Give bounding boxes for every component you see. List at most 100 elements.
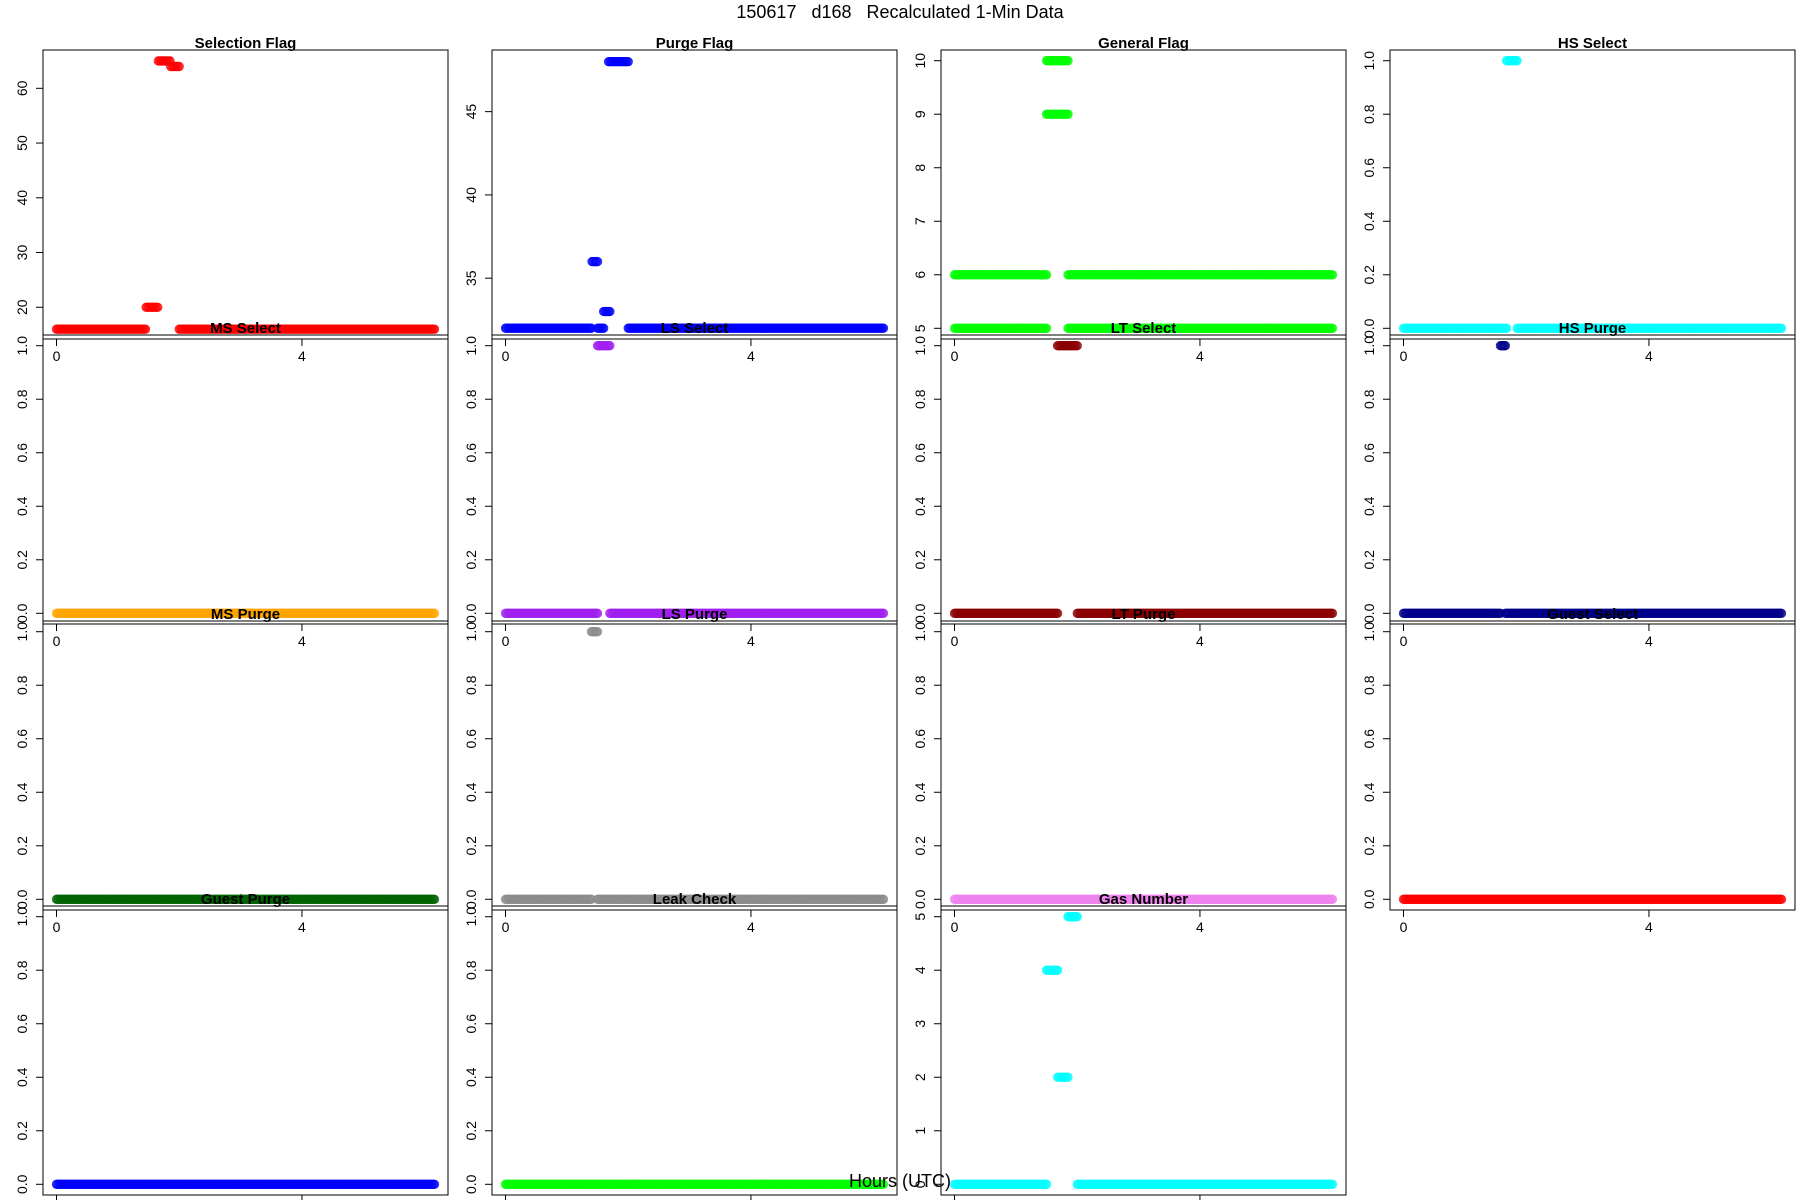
y-tick-label: 40 xyxy=(463,187,479,203)
x-tick-label: 4 xyxy=(1645,633,1653,649)
y-tick-label: 1.0 xyxy=(912,336,928,356)
panel-title: LS Purge xyxy=(662,606,728,623)
data-point xyxy=(1776,323,1787,333)
x-tick-label: 0 xyxy=(951,919,959,935)
y-tick-label: 0.0 xyxy=(463,889,479,909)
x-tick-label: 0 xyxy=(1400,348,1408,364)
data-point xyxy=(878,894,889,904)
data-point xyxy=(1500,341,1511,351)
plot-frame xyxy=(491,49,898,340)
y-tick-label: 0.4 xyxy=(912,496,928,516)
y-tick-label: 9 xyxy=(912,110,928,118)
panel-title: General Flag xyxy=(1098,35,1189,52)
data-points xyxy=(1398,56,1787,333)
x-tick-label: 0 xyxy=(502,633,510,649)
y-tick-label: 0.2 xyxy=(912,836,928,856)
y-axis: 0.00.20.40.60.81.0 xyxy=(1361,336,1390,623)
y-axis: 0.00.20.40.60.81.0 xyxy=(912,622,941,909)
x-tick-label: 4 xyxy=(747,348,755,364)
y-tick-label: 1.0 xyxy=(14,622,30,642)
y-tick-label: 0.0 xyxy=(1361,318,1377,338)
y-tick-label: 1.0 xyxy=(912,622,928,642)
y-tick-label: 1.0 xyxy=(1361,51,1377,71)
y-tick-label: 0.2 xyxy=(912,550,928,570)
data-point xyxy=(592,608,603,618)
x-tick-label: 0 xyxy=(502,348,510,364)
data-point xyxy=(605,306,615,317)
data-point xyxy=(1512,56,1522,66)
y-tick-label: 30 xyxy=(14,245,30,261)
x-tick-label: 4 xyxy=(1645,348,1653,364)
plot-frame xyxy=(1389,620,1796,911)
plot-frame xyxy=(1389,49,1796,340)
y-tick-label: 0.6 xyxy=(1361,158,1377,178)
y-tick-label: 1.0 xyxy=(1361,336,1377,356)
x-tick-label: 0 xyxy=(502,919,510,935)
y-tick-label: 0.2 xyxy=(1361,265,1377,285)
y-tick-label: 0.4 xyxy=(1361,496,1377,516)
y-tick-label: 0.2 xyxy=(463,836,479,856)
data-point xyxy=(429,324,440,334)
data-points xyxy=(1398,894,1787,904)
plot-frame xyxy=(42,334,449,625)
x-tick-label: 4 xyxy=(298,348,306,364)
panel-title: MS Select xyxy=(210,320,281,337)
y-axis: 0.00.20.40.60.81.0 xyxy=(463,622,492,909)
x-tick-label: 4 xyxy=(1196,633,1204,649)
panel-title: Selection Flag xyxy=(195,35,297,52)
panel-title: Purge Flag xyxy=(656,35,734,52)
data-point xyxy=(1327,608,1338,618)
data-point xyxy=(605,341,615,351)
y-axis: 35 40 45 xyxy=(463,104,492,286)
y-axis: 0.00.20.40.60.81.0 xyxy=(463,336,492,623)
panel-title: HS Purge xyxy=(1559,320,1627,337)
y-tick-label: 0.0 xyxy=(912,889,928,909)
data-points xyxy=(949,341,1338,618)
y-axis: 0.00.20.40.60.81.0 xyxy=(1361,51,1390,338)
panel-title: HS Select xyxy=(1558,35,1627,52)
data-point xyxy=(1327,270,1338,280)
plot-frame xyxy=(940,334,1347,625)
y-tick-label: 0.8 xyxy=(14,675,30,695)
y-tick-label: 1.0 xyxy=(463,336,479,356)
data-point xyxy=(1327,894,1338,904)
data-point xyxy=(1776,608,1787,618)
y-axis: 0.00.20.40.60.81.0 xyxy=(14,622,43,909)
y-tick-label: 6 xyxy=(912,271,928,279)
y-tick-label: 0.0 xyxy=(14,889,30,909)
y-tick-label: 0.8 xyxy=(912,389,928,409)
y-tick-label: 60 xyxy=(14,80,30,96)
panel-title: LT Purge xyxy=(1112,606,1176,623)
data-points xyxy=(500,341,889,618)
y-tick-label: 0.0 xyxy=(912,603,928,623)
y-tick-label: 0.0 xyxy=(463,603,479,623)
plot-frame xyxy=(1389,334,1796,625)
panel-title: MS Purge xyxy=(211,606,280,623)
y-tick-label: 20 xyxy=(14,299,30,315)
y-tick-label: 0.6 xyxy=(912,729,928,749)
y-tick-label: 0.6 xyxy=(463,729,479,749)
y-tick-label: 0.8 xyxy=(912,675,928,695)
data-point xyxy=(1063,109,1073,119)
data-point xyxy=(429,608,440,618)
x-tick-label: 4 xyxy=(1196,919,1204,935)
y-tick-label: 0.8 xyxy=(463,389,479,409)
x-tick-label: 0 xyxy=(53,919,61,935)
y-tick-label: 10 xyxy=(912,53,928,69)
y-tick-label: 45 xyxy=(463,104,479,120)
plot-frame xyxy=(42,49,449,340)
y-tick-label: 0.4 xyxy=(463,496,479,516)
x-tick-label: 0 xyxy=(1400,633,1408,649)
y-tick-label: 35 xyxy=(463,270,479,286)
data-point xyxy=(599,323,609,333)
y-tick-label: 0.4 xyxy=(14,496,30,516)
